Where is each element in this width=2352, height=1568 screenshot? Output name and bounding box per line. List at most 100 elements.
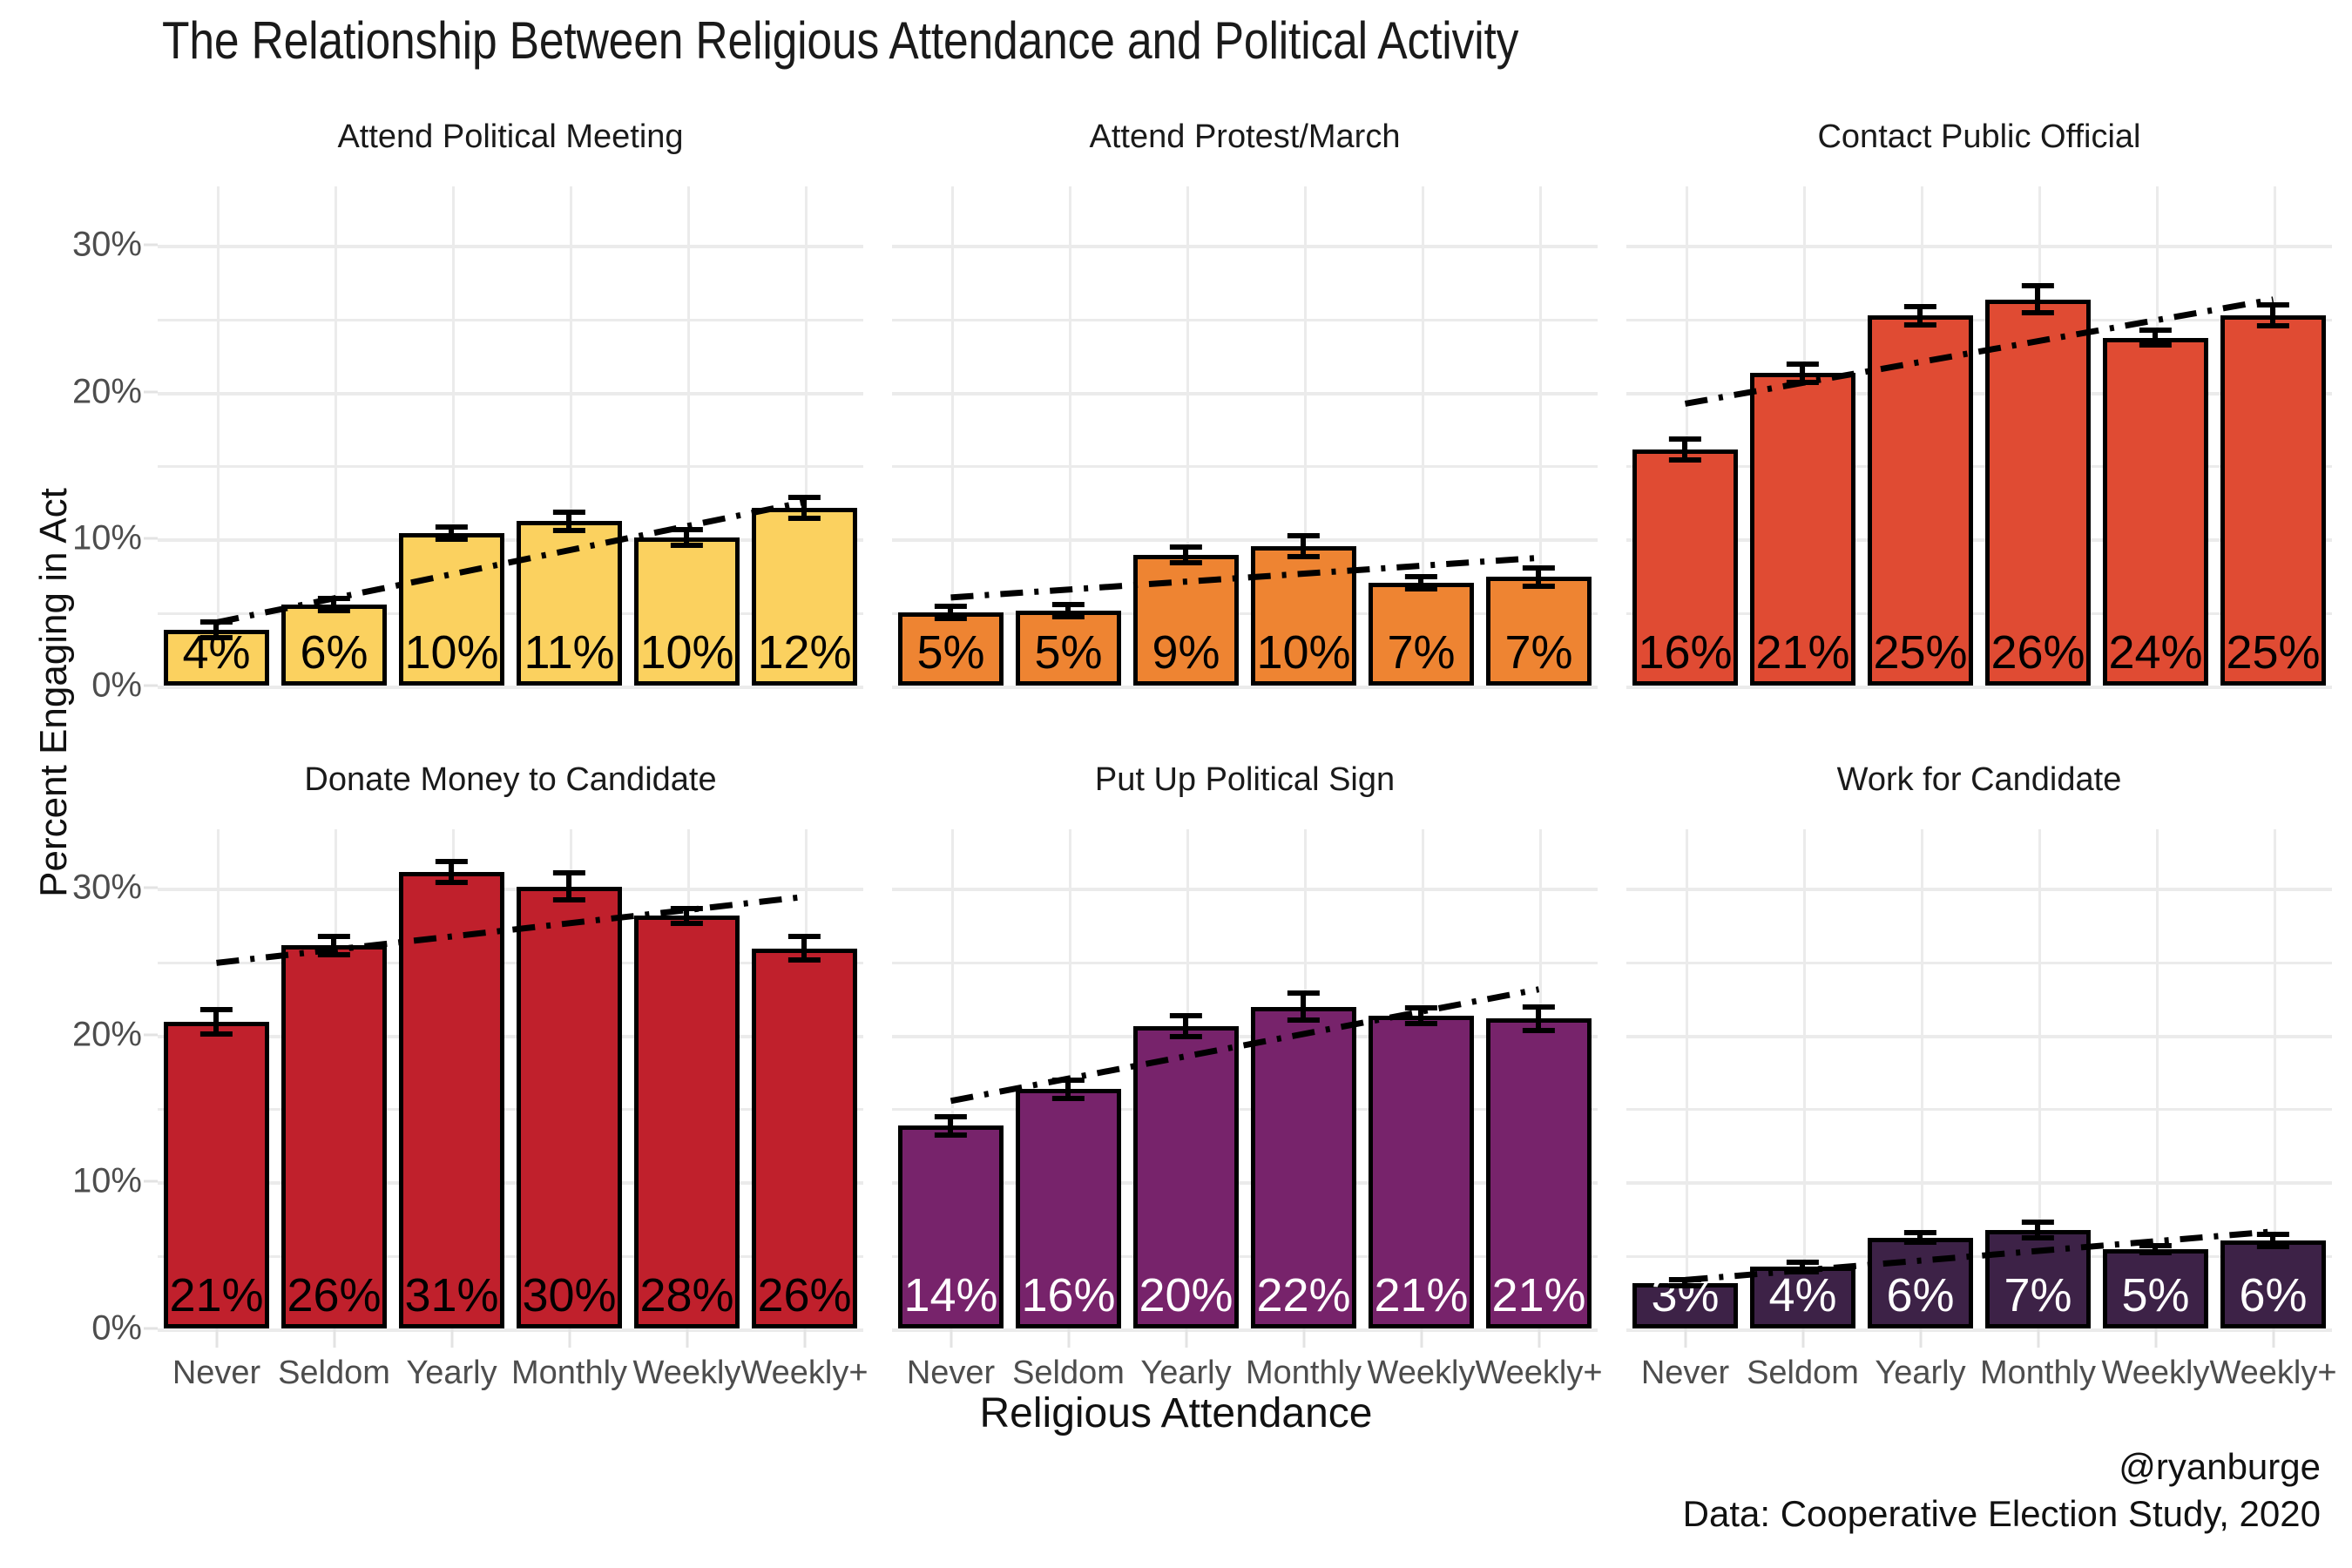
page-title: The Relationship Between Religious Atten… [162,11,1519,70]
gridline-major [892,888,1598,892]
bar-value-label: 28% [639,1269,734,1321]
bar[interactable]: 25% [2220,315,2326,686]
bar[interactable]: 9% [1133,555,1239,686]
error-bar-cap-top [200,619,233,625]
gridline-minor [892,961,1598,964]
bar-value-label: 4% [1768,1269,1837,1321]
bar-value-label: 25% [1873,626,1968,679]
x-axis-tick-mark [803,1328,806,1348]
plot-area: Never Seldom Yearly Monthly Weekly Weekly+ 14%… [892,829,1603,1391]
error-bar-cap-top [436,524,468,530]
bar-value-label: 7% [1387,626,1456,679]
bar-value-label: 3% [1651,1269,1720,1321]
gridline-major [892,1328,1598,1332]
bar[interactable]: 20% [1133,1025,1239,1328]
bar[interactable]: 31% [399,871,504,1328]
bar[interactable]: 10% [1251,545,1356,686]
bar-value-label: 26% [287,1269,382,1321]
x-axis-tick-mark [1919,1328,1922,1348]
error-bar-cap-top [1787,1259,1819,1265]
bar[interactable]: 4% [164,629,269,686]
gridline-major [892,391,1598,395]
x-axis-tick-label: Never [906,1355,996,1391]
x-axis-tick-label: Monthly [1245,1355,1362,1391]
x-axis-tick-label: Weekly+ [740,1355,868,1391]
x-axis-tick-mark [2037,1328,2039,1348]
author-handle: @ryanburge [2119,1446,2321,1487]
bar[interactable]: 4% [1750,1267,1855,1328]
panel-title: Attend Political Meeting [337,118,684,155]
bar[interactable]: 3% [1632,1272,1738,1328]
bar[interactable]: 25% [1868,315,1973,686]
facet-panel: Attend Political Meeting 0% 10% 20% 30% 4% 6% 1… [72,118,863,705]
bar[interactable]: 11% [517,521,622,686]
bar[interactable]: 6% [1868,1237,1973,1328]
error-bar-cap-top [1052,601,1085,607]
x-axis-tick-mark [950,1328,952,1348]
error-bar-cap-top [1523,1004,1555,1010]
x-axis-tick-label: Monthly [1979,1355,2097,1391]
panel-title: Attend Protest/March [1089,118,1401,155]
gridline-vertical [1802,829,1806,1328]
bar[interactable]: 7% [1486,577,1592,686]
bar[interactable]: 5% [1016,611,1121,686]
error-bar-cap-top [2139,327,2172,333]
gridline-major [892,245,1598,249]
bar[interactable]: 30% [517,886,622,1328]
bar[interactable]: 10% [634,537,740,686]
bar[interactable]: 26% [281,945,387,1328]
bar[interactable]: 12% [752,508,857,686]
bar[interactable]: 26% [1985,299,2091,686]
bar-value-label: 21% [1491,1269,1586,1321]
bar-value-label: 10% [1256,626,1351,679]
bar[interactable]: 7% [1985,1230,2091,1328]
x-axis-tick-mark [333,1328,335,1348]
x-axis-tick-label: Seldom [1012,1355,1125,1391]
gridline-major [892,538,1598,543]
x-axis-tick-label: Never [172,1355,261,1391]
error-bar-cap-top [671,526,703,532]
error-bar-cap-top [1170,544,1202,551]
x-axis-tick-label: Weekly [632,1355,741,1391]
panel-title: Put Up Political Sign [1094,761,1396,798]
x-axis-tick-label: Seldom [1747,1355,1859,1391]
error-bar-cap-top [1052,1077,1085,1083]
bar[interactable]: 6% [281,605,387,686]
error-bar-cap-top [2139,1243,2172,1249]
x-axis-tick-mark [1538,1328,1540,1348]
bar[interactable]: 28% [634,916,740,1328]
bar-value-label: 6% [1886,1269,1955,1321]
x-axis-title: Religious Attendance [979,1390,1373,1436]
bar[interactable]: 21% [1369,1016,1474,1328]
facet-panel: Put Up Political Sign Never Seldom Yearly Mo… [892,761,1603,1391]
error-bar-cap-top [2022,1220,2054,1226]
bar-value-label: 5% [916,626,985,679]
bar[interactable]: 16% [1016,1089,1121,1328]
bar[interactable]: 21% [1486,1018,1592,1328]
bar[interactable]: 5% [898,612,1004,686]
bar-value-label: 7% [1504,626,1573,679]
panel-title: Work for Candidate [1836,761,2122,798]
bar[interactable]: 10% [399,532,504,686]
bar-value-label: 21% [1755,626,1850,679]
gridline-major [1626,686,2332,689]
y-axis-tick-label: 10% [71,518,142,558]
x-axis-tick-mark [2272,1328,2274,1348]
error-bar-cap-top [318,596,350,602]
bar[interactable]: 16% [1632,449,1738,686]
error-bar-cap-top [788,933,821,939]
plot-area: 0% 10% 20% 30% 4% 6% 10% 11% 10% 12% [72,186,863,705]
bar[interactable]: 22% [1251,1006,1356,1328]
bar[interactable]: 24% [2103,337,2208,686]
bar-value-label: 26% [1990,626,2085,679]
bar[interactable]: 14% [898,1125,1004,1328]
bar[interactable]: 7% [1369,583,1474,686]
facet-panel: Contact Public Official 16% 21% 25% 26% 24% 25… [1626,118,2332,689]
error-bar-cap-top [935,603,967,609]
error-bar-cap-top [1405,573,1437,579]
bar[interactable]: 21% [164,1021,269,1328]
bar[interactable]: 6% [2220,1240,2326,1328]
bar[interactable]: 21% [1750,373,1855,686]
bar[interactable]: 26% [752,948,857,1328]
bar[interactable]: 5% [2103,1249,2208,1328]
